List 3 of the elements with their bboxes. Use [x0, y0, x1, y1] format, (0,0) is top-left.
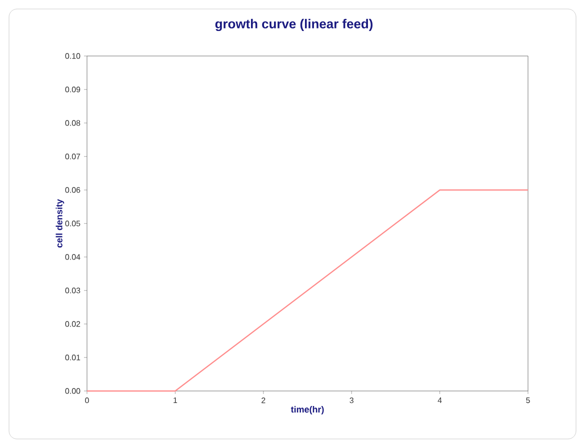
x-axis-title: time(hr) [290, 406, 324, 414]
chart-title: growth curve (linear feed) [215, 18, 373, 32]
y-axis-title: cell density [56, 199, 64, 248]
